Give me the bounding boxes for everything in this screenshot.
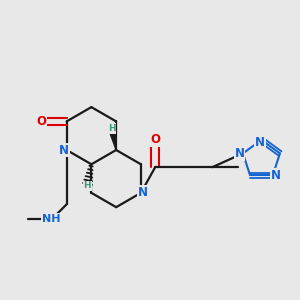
Text: NH: NH xyxy=(42,214,60,224)
Text: N: N xyxy=(138,186,148,200)
Text: N: N xyxy=(255,136,265,149)
Text: O: O xyxy=(36,115,46,128)
Text: N: N xyxy=(271,169,281,182)
Text: H: H xyxy=(108,124,116,133)
Text: N: N xyxy=(59,143,69,157)
Text: H: H xyxy=(83,181,91,190)
Text: N: N xyxy=(235,147,244,160)
Polygon shape xyxy=(109,128,116,150)
Text: O: O xyxy=(150,134,160,146)
